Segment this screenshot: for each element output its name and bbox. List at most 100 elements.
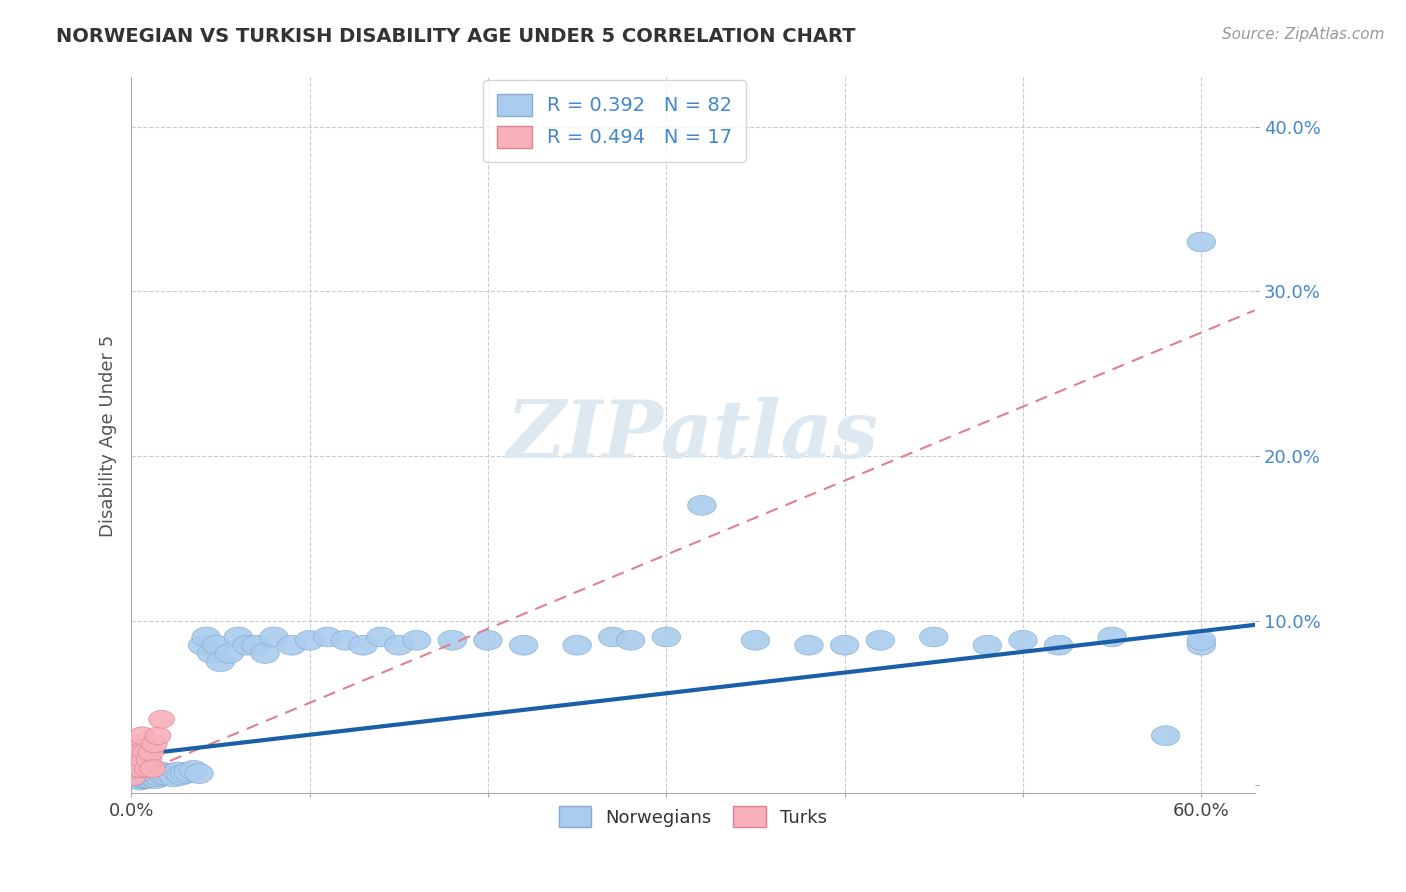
Ellipse shape bbox=[136, 752, 162, 769]
Ellipse shape bbox=[1045, 635, 1073, 655]
Ellipse shape bbox=[688, 495, 716, 516]
Ellipse shape bbox=[233, 635, 262, 655]
Ellipse shape bbox=[153, 765, 181, 785]
Ellipse shape bbox=[131, 761, 160, 780]
Ellipse shape bbox=[250, 644, 280, 664]
Ellipse shape bbox=[314, 627, 342, 647]
Ellipse shape bbox=[191, 627, 221, 647]
Ellipse shape bbox=[129, 727, 155, 745]
Ellipse shape bbox=[127, 765, 155, 785]
Ellipse shape bbox=[128, 743, 153, 761]
Ellipse shape bbox=[131, 769, 160, 789]
Ellipse shape bbox=[121, 759, 149, 779]
Ellipse shape bbox=[132, 743, 159, 761]
Ellipse shape bbox=[148, 762, 176, 781]
Ellipse shape bbox=[124, 743, 149, 761]
Ellipse shape bbox=[124, 750, 153, 771]
Ellipse shape bbox=[794, 635, 823, 655]
Ellipse shape bbox=[920, 627, 948, 647]
Ellipse shape bbox=[562, 635, 592, 655]
Ellipse shape bbox=[1098, 627, 1126, 647]
Ellipse shape bbox=[122, 767, 150, 787]
Ellipse shape bbox=[129, 767, 157, 787]
Ellipse shape bbox=[142, 735, 167, 753]
Ellipse shape bbox=[129, 759, 157, 779]
Ellipse shape bbox=[128, 760, 153, 778]
Ellipse shape bbox=[184, 764, 214, 783]
Ellipse shape bbox=[509, 635, 538, 655]
Ellipse shape bbox=[242, 635, 270, 655]
Ellipse shape bbox=[145, 767, 174, 787]
Ellipse shape bbox=[142, 769, 170, 789]
Ellipse shape bbox=[202, 635, 231, 655]
Ellipse shape bbox=[367, 627, 395, 647]
Ellipse shape bbox=[973, 635, 1001, 655]
Ellipse shape bbox=[156, 764, 184, 783]
Ellipse shape bbox=[141, 764, 169, 783]
Ellipse shape bbox=[134, 759, 162, 779]
Ellipse shape bbox=[1008, 631, 1038, 650]
Ellipse shape bbox=[599, 627, 627, 647]
Ellipse shape bbox=[127, 756, 155, 775]
Ellipse shape bbox=[121, 742, 149, 762]
Ellipse shape bbox=[384, 635, 413, 655]
Ellipse shape bbox=[1152, 726, 1180, 746]
Ellipse shape bbox=[122, 760, 148, 778]
Ellipse shape bbox=[260, 627, 288, 647]
Ellipse shape bbox=[125, 735, 152, 753]
Ellipse shape bbox=[224, 627, 253, 647]
Ellipse shape bbox=[831, 635, 859, 655]
Ellipse shape bbox=[207, 652, 235, 672]
Ellipse shape bbox=[866, 631, 894, 650]
Ellipse shape bbox=[330, 631, 360, 650]
Ellipse shape bbox=[124, 752, 149, 769]
Ellipse shape bbox=[295, 631, 323, 650]
Ellipse shape bbox=[139, 760, 166, 778]
Text: NORWEGIAN VS TURKISH DISABILITY AGE UNDER 5 CORRELATION CHART: NORWEGIAN VS TURKISH DISABILITY AGE UNDE… bbox=[56, 27, 856, 45]
Ellipse shape bbox=[1187, 635, 1216, 655]
Ellipse shape bbox=[215, 644, 243, 664]
Ellipse shape bbox=[402, 631, 430, 650]
Ellipse shape bbox=[474, 631, 502, 650]
Ellipse shape bbox=[138, 765, 167, 785]
Ellipse shape bbox=[167, 765, 195, 785]
Ellipse shape bbox=[652, 627, 681, 647]
Ellipse shape bbox=[135, 769, 163, 789]
Ellipse shape bbox=[124, 769, 153, 789]
Ellipse shape bbox=[120, 768, 146, 786]
Text: ZIPatlas: ZIPatlas bbox=[508, 397, 879, 475]
Ellipse shape bbox=[118, 750, 148, 771]
Ellipse shape bbox=[160, 767, 188, 787]
Ellipse shape bbox=[118, 767, 148, 787]
Ellipse shape bbox=[134, 767, 162, 787]
Ellipse shape bbox=[138, 743, 163, 761]
Ellipse shape bbox=[741, 631, 769, 650]
Ellipse shape bbox=[180, 761, 208, 780]
Ellipse shape bbox=[135, 762, 163, 781]
Ellipse shape bbox=[349, 635, 377, 655]
Ellipse shape bbox=[188, 635, 217, 655]
Y-axis label: Disability Age Under 5: Disability Age Under 5 bbox=[100, 334, 117, 536]
Ellipse shape bbox=[136, 767, 165, 787]
Text: Source: ZipAtlas.com: Source: ZipAtlas.com bbox=[1222, 27, 1385, 42]
Ellipse shape bbox=[170, 764, 200, 783]
Ellipse shape bbox=[145, 727, 172, 745]
Ellipse shape bbox=[128, 769, 156, 789]
Ellipse shape bbox=[277, 635, 307, 655]
Ellipse shape bbox=[128, 764, 156, 783]
Ellipse shape bbox=[135, 760, 160, 778]
Ellipse shape bbox=[163, 762, 191, 781]
Legend: Norwegians, Turks: Norwegians, Turks bbox=[551, 799, 835, 834]
Ellipse shape bbox=[1187, 631, 1216, 650]
Ellipse shape bbox=[122, 762, 150, 781]
Ellipse shape bbox=[124, 762, 153, 781]
Ellipse shape bbox=[174, 762, 202, 781]
Ellipse shape bbox=[131, 752, 156, 769]
Ellipse shape bbox=[439, 631, 467, 650]
Ellipse shape bbox=[197, 644, 226, 664]
Ellipse shape bbox=[128, 756, 156, 775]
Ellipse shape bbox=[143, 765, 173, 785]
Ellipse shape bbox=[121, 767, 149, 787]
Ellipse shape bbox=[118, 759, 148, 779]
Ellipse shape bbox=[127, 771, 155, 790]
